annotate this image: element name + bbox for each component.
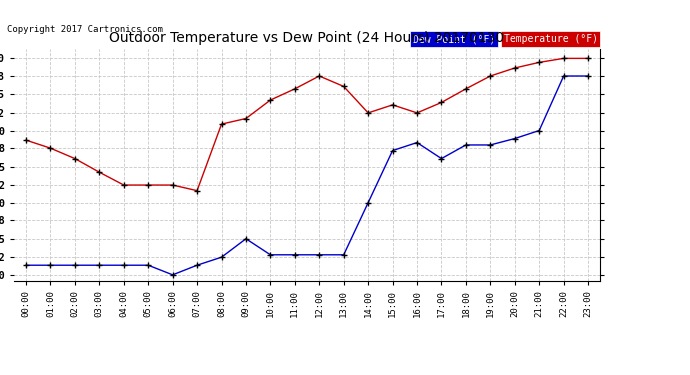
- Text: Dew Point (°F): Dew Point (°F): [413, 34, 495, 44]
- Text: Copyright 2017 Cartronics.com: Copyright 2017 Cartronics.com: [7, 25, 163, 34]
- Title: Outdoor Temperature vs Dew Point (24 Hours) 20170130: Outdoor Temperature vs Dew Point (24 Hou…: [110, 31, 504, 45]
- Text: Temperature (°F): Temperature (°F): [504, 34, 598, 44]
